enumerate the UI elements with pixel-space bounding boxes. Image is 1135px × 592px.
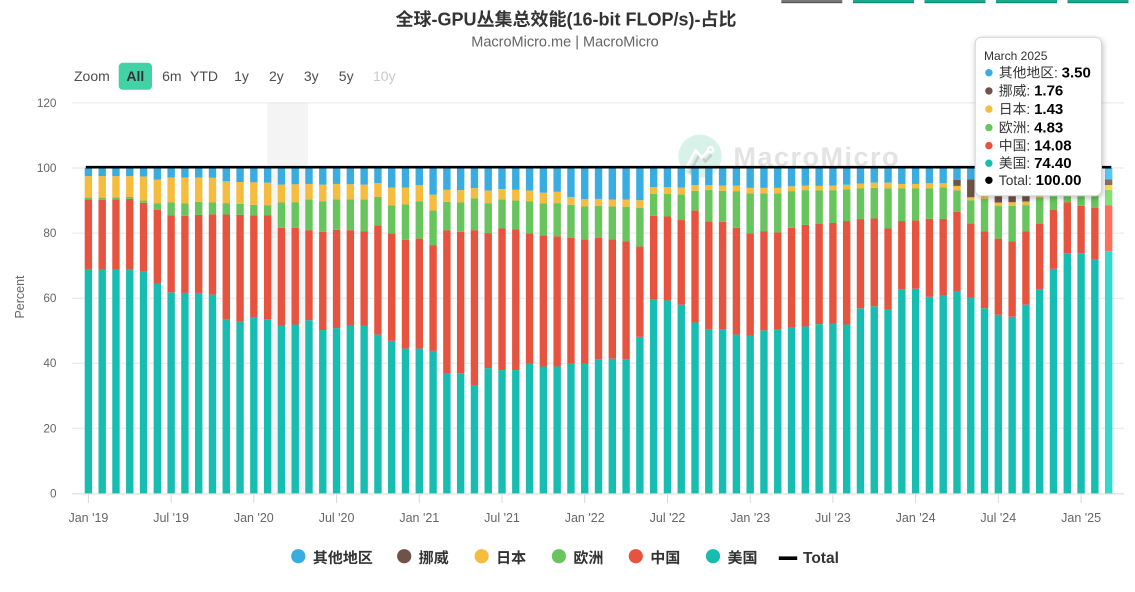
svg-text:3y: 3y (304, 68, 319, 84)
svg-text:10y: 10y (373, 68, 396, 84)
svg-text:(16-bit FLOP/s)-: (16-bit FLOP/s)- (567, 10, 701, 30)
svg-text:20: 20 (43, 421, 57, 435)
svg-text:Jan '25: Jan '25 (1061, 511, 1101, 525)
svg-text:Jul '23: Jul '23 (815, 511, 851, 525)
svg-text:74.40: 74.40 (1034, 155, 1072, 172)
svg-text:Jan '21: Jan '21 (399, 511, 439, 525)
svg-text:2y: 2y (269, 68, 284, 84)
svg-text:Jan '20: Jan '20 (234, 511, 274, 525)
svg-text:Total:: Total: (999, 173, 1032, 188)
svg-text:1y: 1y (234, 68, 249, 84)
svg-text:Total: Total (803, 550, 839, 567)
svg-text:4.83: 4.83 (1034, 119, 1063, 136)
svg-text:3.50: 3.50 (1062, 64, 1091, 81)
svg-text:Jan '22: Jan '22 (565, 511, 605, 525)
svg-text:120: 120 (37, 96, 57, 110)
svg-text:0: 0 (50, 486, 57, 500)
svg-text::: : (1026, 102, 1030, 117)
svg-text:1.76: 1.76 (1034, 83, 1063, 100)
svg-text::: : (1054, 65, 1058, 80)
svg-text:Jul '21: Jul '21 (484, 511, 520, 525)
svg-text:Jan '19: Jan '19 (68, 511, 108, 525)
svg-text:Percent: Percent (13, 275, 27, 319)
svg-text:Jul '22: Jul '22 (650, 511, 686, 525)
svg-text::: : (1026, 156, 1030, 171)
svg-text:6m: 6m (162, 68, 181, 84)
svg-text:MacroMicro.me | MacroMicro: MacroMicro.me | MacroMicro (471, 35, 658, 51)
svg-text:March 2025: March 2025 (984, 49, 1048, 63)
svg-text:80: 80 (43, 226, 57, 240)
svg-text:40: 40 (43, 356, 57, 370)
svg-text::: : (1026, 84, 1030, 99)
svg-text:14.08: 14.08 (1034, 137, 1072, 154)
svg-text:Zoom: Zoom (74, 68, 110, 84)
svg-text:Jan '23: Jan '23 (730, 511, 770, 525)
svg-text::: : (1026, 120, 1030, 135)
svg-text:60: 60 (43, 291, 57, 305)
svg-text:100: 100 (37, 161, 57, 175)
svg-text:5y: 5y (339, 68, 354, 84)
svg-text:Jul '19: Jul '19 (153, 511, 189, 525)
svg-text:-GPU: -GPU (432, 10, 477, 30)
svg-text:Jul '24: Jul '24 (980, 511, 1016, 525)
svg-text:All: All (126, 68, 144, 84)
svg-text::: : (1026, 138, 1030, 153)
svg-text:YTD: YTD (190, 68, 218, 84)
svg-text:Jul '20: Jul '20 (319, 511, 355, 525)
svg-text:100.00: 100.00 (1036, 172, 1082, 189)
svg-text:1.43: 1.43 (1034, 101, 1063, 118)
svg-text:Jan '24: Jan '24 (896, 511, 936, 525)
